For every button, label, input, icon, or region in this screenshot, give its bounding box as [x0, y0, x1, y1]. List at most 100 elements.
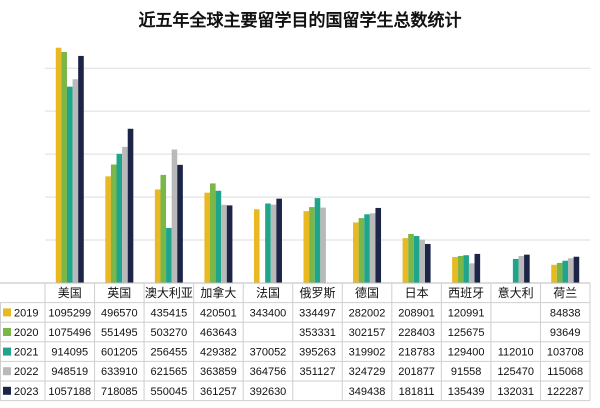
bar-2023-2 — [177, 164, 183, 283]
data-label: 228403 — [398, 327, 435, 339]
category-label: 澳大利亚 — [145, 286, 193, 300]
bar-2021-5 — [314, 198, 321, 283]
bar-2022-3 — [221, 204, 227, 283]
bar-2020-1 — [110, 164, 117, 283]
data-label: 103708 — [547, 347, 584, 359]
data-label: 125470 — [497, 366, 534, 378]
category-label: 英国 — [107, 286, 131, 300]
data-label: 208901 — [398, 307, 435, 319]
category-label: 加拿大 — [200, 285, 236, 300]
category-label: 德国 — [355, 285, 379, 300]
data-label: 351127 — [300, 366, 336, 378]
data-label: 319902 — [349, 347, 386, 359]
data-label: 601205 — [101, 347, 138, 359]
bar-2023-1 — [127, 128, 134, 283]
data-label: 91558 — [451, 366, 482, 378]
category-label: 西班牙 — [448, 286, 484, 300]
data-label: 463643 — [200, 327, 237, 339]
data-label: 420501 — [200, 307, 237, 319]
data-label: 551495 — [101, 327, 138, 339]
legend-label-2020: 2020 — [14, 327, 38, 339]
bar-2019-7 — [402, 238, 409, 283]
legend-swatch-2021 — [3, 347, 11, 356]
bar-2021-9 — [512, 258, 519, 283]
data-label: 343400 — [250, 307, 287, 319]
bar-2021-0 — [66, 86, 73, 283]
bar-2020-3 — [210, 183, 216, 283]
bar-2023-9 — [524, 254, 530, 283]
bar-2020-0 — [61, 52, 67, 283]
legend-label-2022: 2022 — [14, 366, 38, 378]
bar-2022-0 — [72, 79, 79, 283]
data-label: 84838 — [550, 307, 581, 319]
bar-2021-3 — [215, 190, 222, 283]
bar-2022-2 — [171, 149, 178, 283]
data-label: 334497 — [299, 307, 336, 319]
bar-2019-4 — [253, 209, 260, 283]
bar-2021-1 — [116, 153, 123, 283]
bar-2019-1 — [105, 176, 111, 283]
data-label: 1095299 — [48, 307, 91, 319]
data-label: 718085 — [101, 386, 138, 398]
data-label: 914095 — [51, 347, 88, 359]
data-label: 122287 — [547, 386, 584, 398]
data-label: 353331 — [299, 327, 336, 339]
data-label: 948519 — [51, 366, 88, 378]
bar-2022-5 — [320, 207, 326, 283]
data-label: 93649 — [550, 327, 581, 339]
data-label: 361257 — [200, 386, 237, 398]
legend-swatch-2020 — [3, 328, 11, 336]
bar-2021-10 — [562, 260, 569, 283]
bar-2020-10 — [556, 262, 563, 283]
data-label: 132031 — [497, 386, 534, 398]
bar-2021-7 — [413, 236, 420, 283]
data-label: 550045 — [151, 386, 188, 398]
bar-2021-2 — [166, 227, 172, 283]
category-label: 意大利 — [498, 285, 534, 300]
bar-2023-0 — [78, 55, 84, 283]
data-label: 125675 — [448, 327, 485, 339]
data-label: 135439 — [448, 386, 485, 398]
data-label: 1057188 — [48, 386, 91, 398]
bar-2021-8 — [463, 255, 469, 283]
bar-2019-2 — [154, 189, 161, 283]
bar-2019-6 — [353, 222, 359, 283]
bar-2022-1 — [122, 146, 128, 283]
category-label: 美国 — [58, 286, 82, 300]
data-label: 364756 — [250, 366, 287, 378]
category-label: 荷兰 — [553, 286, 577, 300]
bar-2022-6 — [369, 213, 376, 283]
bar-2022-10 — [568, 258, 574, 283]
category-label: 法国 — [256, 286, 280, 300]
data-label: 201877 — [398, 366, 435, 378]
bar-2023-10 — [573, 256, 580, 283]
legend-label-2021: 2021 — [14, 347, 38, 359]
category-label: 俄罗斯 — [299, 286, 335, 300]
bar-2019-8 — [452, 257, 458, 283]
bar-2019-0 — [55, 47, 62, 283]
data-label: 120991 — [448, 307, 485, 319]
legend-swatch-2022 — [3, 367, 11, 376]
bar-2019-10 — [551, 264, 557, 283]
data-label: 503270 — [151, 327, 188, 339]
data-label: 633910 — [101, 366, 138, 378]
bar-2023-7 — [424, 243, 431, 283]
bar-2022-7 — [419, 239, 425, 283]
bar-2019-5 — [303, 211, 310, 283]
data-label: 112010 — [498, 347, 534, 359]
data-label: 349438 — [349, 386, 386, 398]
data-label: 1075496 — [48, 327, 91, 339]
bar-2020-5 — [309, 207, 315, 283]
legend-label-2019: 2019 — [14, 307, 38, 319]
bar-2021-6 — [364, 214, 370, 283]
bar-2020-7 — [408, 233, 414, 283]
category-label: 日本 — [405, 286, 429, 300]
bar-2022-8 — [468, 263, 475, 283]
data-label: 429382 — [200, 347, 237, 359]
data-label: 392630 — [250, 386, 287, 398]
data-label: 181811 — [399, 386, 435, 398]
bar-2019-3 — [204, 192, 211, 283]
bar-2020-6 — [358, 218, 365, 283]
data-label: 282002 — [349, 307, 386, 319]
